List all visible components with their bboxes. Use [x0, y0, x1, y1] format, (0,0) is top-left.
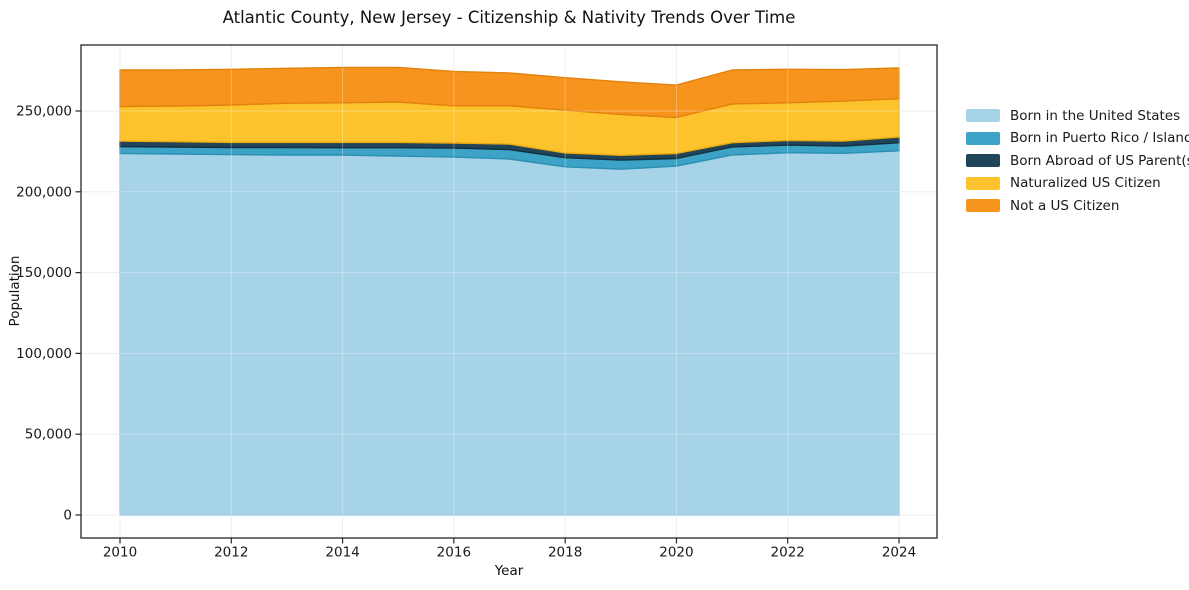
area-series-4: [119, 66, 900, 119]
x-tick-label: 2010: [103, 545, 137, 561]
y-tick-label: 50,000: [25, 427, 72, 443]
legend-label-1: Born in Puerto Rico / Islands: [1010, 130, 1189, 146]
legend-item-4: Not a US Citizen: [966, 197, 1189, 214]
x-tick-label: 2018: [548, 545, 582, 561]
chart-title: Atlantic County, New Jersey - Citizenshi…: [222, 8, 796, 27]
x-tick-label: 2012: [214, 545, 248, 561]
legend-item-0: Born in the United States: [966, 107, 1189, 124]
legend-swatch-4: [966, 199, 1000, 212]
legend-swatch-2: [966, 154, 1000, 167]
legend-label-0: Born in the United States: [1010, 107, 1181, 124]
area-series-0: [119, 150, 900, 516]
y-tick-label: 200,000: [16, 184, 72, 200]
plot-border: [80, 44, 938, 539]
legend-swatch-0: [966, 109, 1000, 122]
y-tick-label: 250,000: [16, 104, 72, 120]
legend: Born in the United States Born in Puerto …: [966, 107, 1189, 222]
legend-item-1: Born in Puerto Rico / Islands: [966, 130, 1189, 146]
y-tick-label: 100,000: [16, 346, 72, 362]
legend-swatch-1: [966, 131, 1000, 145]
x-axis-label: Year: [494, 563, 524, 579]
legend-label-3: Naturalized US Citizen: [1010, 175, 1161, 191]
y-tick-label: 150,000: [16, 265, 72, 281]
legend-swatch-3: [966, 176, 1000, 190]
y-tick-label: 0: [63, 508, 72, 524]
legend-item-3: Naturalized US Citizen: [966, 175, 1189, 191]
y-axis-label: Population: [7, 255, 23, 327]
x-tick-label: 2022: [771, 545, 805, 561]
x-tick-label: 2014: [325, 545, 359, 561]
x-tick-label: 2020: [659, 545, 693, 561]
legend-label-2: Born Abroad of US Parent(s): [1010, 152, 1189, 169]
legend-item-2: Born Abroad of US Parent(s): [966, 152, 1189, 169]
x-tick-label: 2024: [882, 545, 916, 561]
legend-label-4: Not a US Citizen: [1010, 197, 1120, 214]
x-tick-label: 2016: [437, 545, 471, 561]
